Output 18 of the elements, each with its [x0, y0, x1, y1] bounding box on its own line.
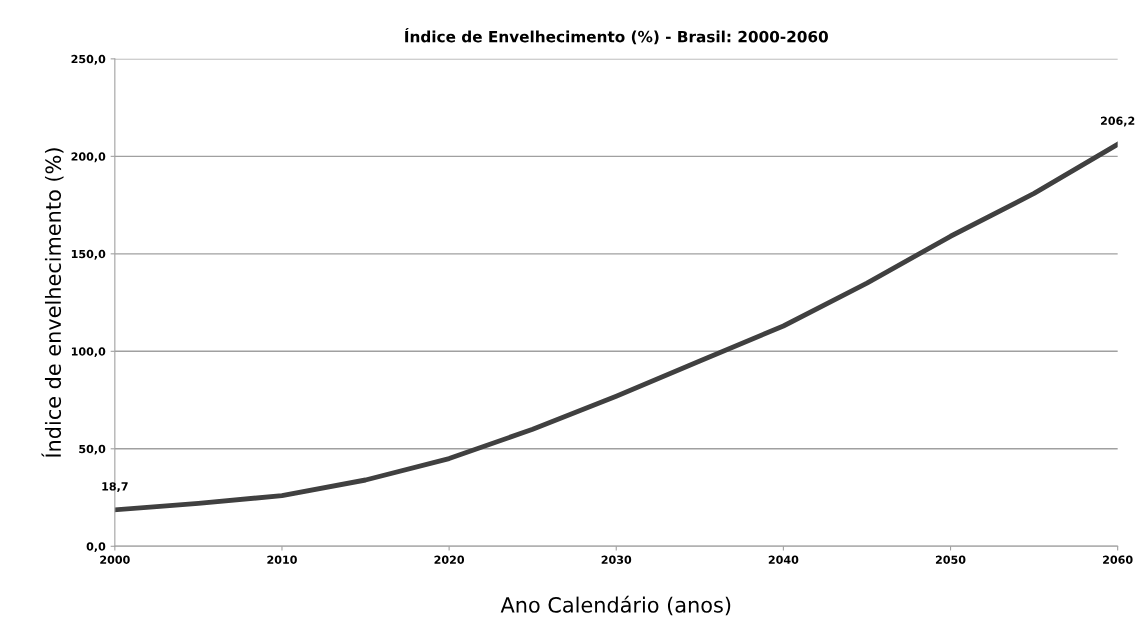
x-tick-label: 2020 [434, 555, 465, 564]
y-tick-label: 200,0 [71, 152, 106, 163]
y-axis-title: Índice de envelhecimento (%) [41, 148, 64, 457]
annotation: 18,7 [102, 482, 128, 492]
x-tick-label: 2030 [601, 555, 632, 564]
annotation: 206,2 [1100, 116, 1135, 127]
x-tick-label: 2040 [768, 555, 799, 564]
y-tick-label: 50,0 [79, 444, 106, 455]
x-tick-label: 2000 [100, 555, 130, 564]
y-tick-label: 0,0 [86, 542, 106, 553]
x-tick-label: 2060 [1103, 555, 1133, 564]
y-tick-label: 150,0 [71, 249, 106, 260]
x-tick-label: 2050 [935, 555, 966, 564]
y-tick-label: 250,0 [71, 54, 106, 65]
y-tick-label: 100,0 [71, 347, 106, 358]
x-axis-title: Ano Calendário (anos) [500, 595, 731, 616]
chart-title: Índice de Envelhecimento (%) - Brasil: 2000-2060 [405, 28, 828, 45]
x-tick-label: 2010 [267, 555, 297, 564]
